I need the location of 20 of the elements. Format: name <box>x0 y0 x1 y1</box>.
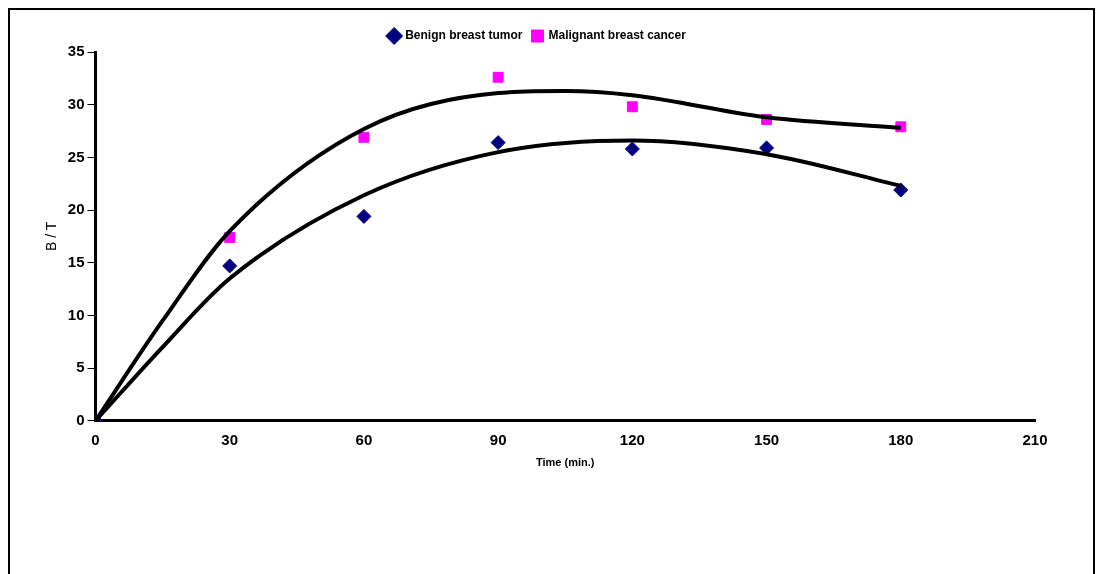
x-tick-label: 0 <box>91 430 100 448</box>
x-tick-label: 180 <box>888 430 914 448</box>
y-tick-label: 5 <box>76 358 85 376</box>
legend-label: Benign breast tumor <box>405 28 523 43</box>
x-tick-label: 210 <box>1022 430 1048 448</box>
y-tick-label: 0 <box>76 410 85 428</box>
x-tick-label: 150 <box>754 430 780 448</box>
y-axis-title: B / T <box>43 221 60 252</box>
x-tick-label: 30 <box>221 430 239 448</box>
y-tick-label: 15 <box>67 252 85 270</box>
y-tick-label: 25 <box>67 147 85 165</box>
y-tick-label: 10 <box>67 305 85 323</box>
x-axis-title: Time (min.) <box>536 456 595 469</box>
y-tick-label: 20 <box>67 200 85 218</box>
x-tick-label: 90 <box>489 430 507 448</box>
x-tick-label: 60 <box>355 430 373 448</box>
y-tick-label: 30 <box>67 94 85 112</box>
legend-label: Malignant breast cancer <box>548 28 687 43</box>
x-tick-label: 120 <box>619 430 645 448</box>
y-tick-label: 35 <box>67 42 85 60</box>
